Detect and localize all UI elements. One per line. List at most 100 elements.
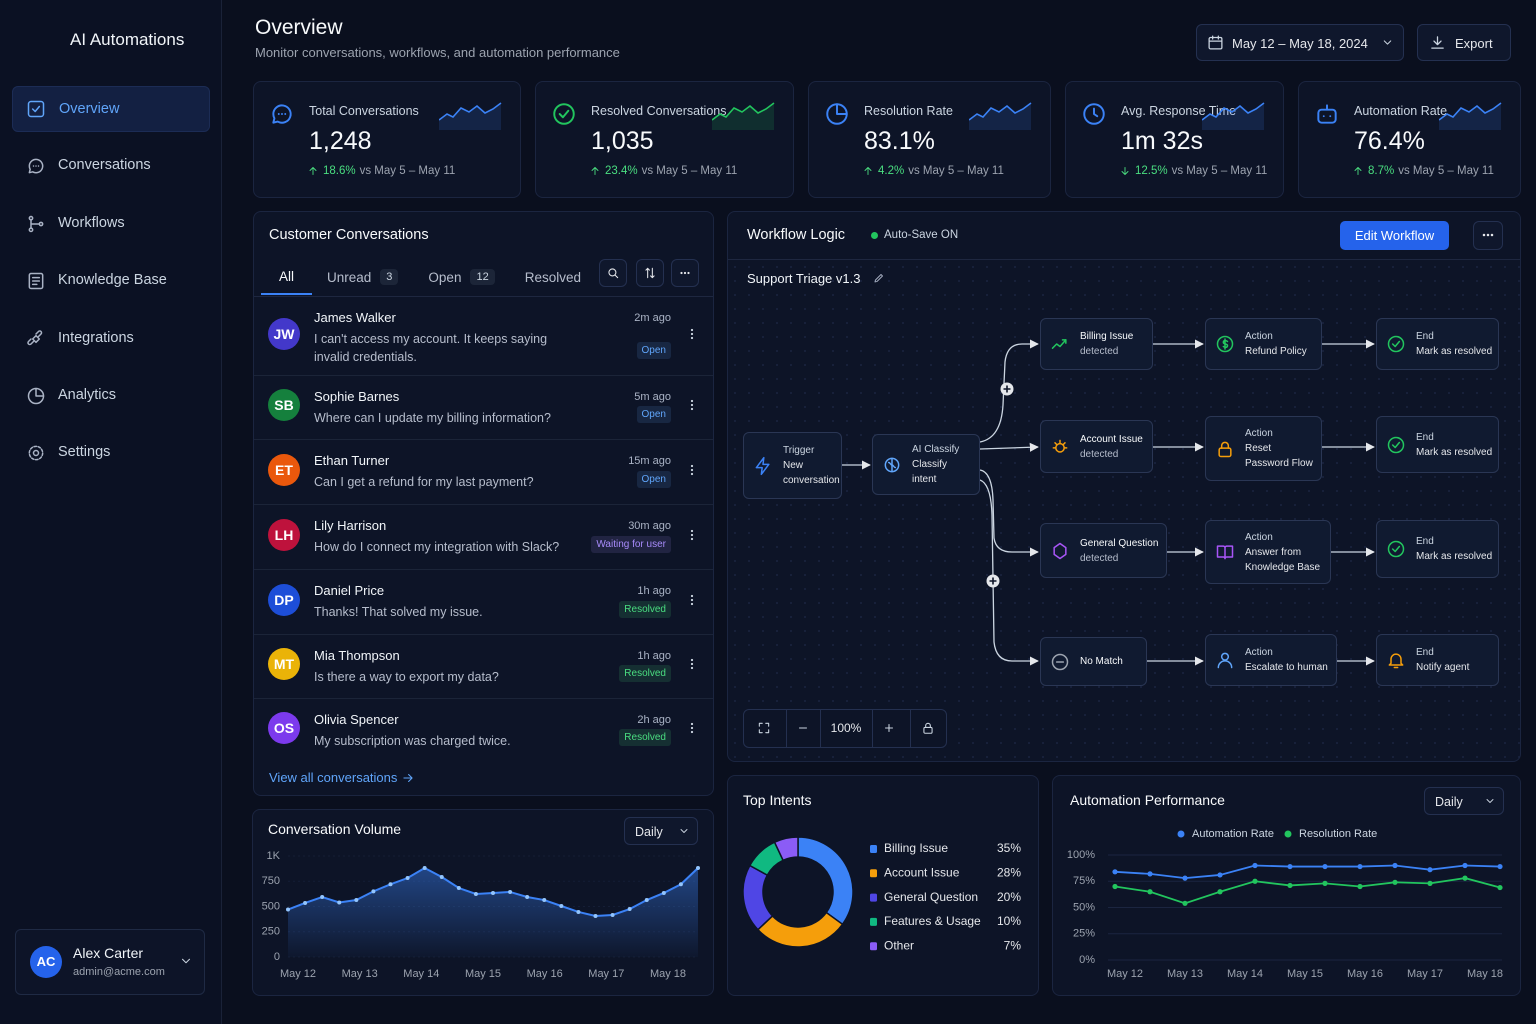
conversation-row[interactable]: SB Sophie Barnes Where can I update my bil… (254, 376, 713, 440)
conversation-row[interactable]: ET Ethan Turner Can I get a refund for my … (254, 440, 713, 505)
nav-item[interactable]: Overview (12, 86, 210, 132)
icon-part (1121, 167, 1129, 175)
user-card[interactable]: AC Alex Carter admin@acme.com (15, 929, 205, 995)
nav-item[interactable]: Settings (12, 430, 210, 476)
icon-part (1216, 335, 1234, 353)
icon-part (558, 109, 570, 119)
workflow-node[interactable]: Action Reset Password Flow (1205, 416, 1322, 481)
date-range: May 12 – May 18, 2024 (1232, 36, 1368, 51)
contact-name: Lily Harrison (314, 518, 387, 533)
kpi-compare: vs May 5 – May 11 (1171, 165, 1268, 177)
kpi-change-row: 18.6% vs May 5 – May 11 (309, 165, 455, 177)
nav-item[interactable]: Integrations (12, 316, 210, 362)
tab-count: 3 (380, 269, 399, 285)
export-button[interactable]: Export (1417, 24, 1511, 61)
icon-part (1051, 339, 1067, 349)
node-label: Escalate to human (1245, 662, 1328, 673)
period-label: Daily (1435, 795, 1463, 809)
page-subtitle: Monitor conversations, workflows, and au… (255, 45, 620, 60)
icon-button[interactable] (671, 259, 699, 287)
icon-part (690, 658, 694, 662)
icon (864, 167, 872, 175)
workflow-node[interactable]: Billing Issue detected (1040, 318, 1153, 370)
node-kicker: End (1416, 647, 1434, 658)
icon-part (1218, 441, 1232, 457)
kpi-card: Resolved Conversations 1,035 23.4% vs May 5… (535, 81, 794, 198)
icon-part (680, 829, 688, 833)
kpi-value: 76.4% (1354, 127, 1425, 155)
user-email: admin@acme.com (73, 966, 165, 978)
conversation-row[interactable]: OS Olivia Spencer My subscription was char… (254, 699, 713, 763)
zoom-divider (786, 710, 787, 747)
icon (28, 445, 44, 461)
message-preview: Can I get a refund for my last payment? (314, 475, 534, 489)
conversation-row[interactable]: MT Mia Thompson Is there a way to export m… (254, 635, 713, 699)
nav-item[interactable]: Workflows (12, 201, 210, 247)
tab[interactable]: Open 12 (413, 259, 509, 295)
tab[interactable]: Resolved (510, 259, 596, 295)
conversation-row[interactable]: DP Daniel Price Thanks! That solved my iss… (254, 570, 713, 635)
icon-part (884, 457, 900, 472)
icon-part (1208, 36, 1223, 50)
edit-workflow-button[interactable]: Edit Workflow (1340, 221, 1449, 250)
workflow-node[interactable]: AI Classify Classify intent (872, 434, 980, 495)
icon-part (1388, 653, 1404, 669)
tab[interactable]: All (261, 259, 313, 295)
icon-part (1216, 545, 1234, 560)
node-label: Account Issue (1080, 433, 1143, 445)
icon-button[interactable] (599, 259, 627, 287)
icon (690, 594, 694, 605)
sparkline (439, 102, 502, 130)
avatar: MT (268, 648, 300, 680)
icon-part (1431, 36, 1444, 49)
kpi-change: 8.7% (1368, 165, 1395, 177)
timestamp: 30m ago (628, 520, 671, 532)
workflow-node[interactable]: End Notify agent (1376, 634, 1499, 686)
workflow-node[interactable]: Account Issue detected (1040, 420, 1153, 473)
kpi-change: 18.6% (323, 165, 356, 177)
node-text: Account Issue detected (1080, 421, 1147, 472)
view-all-link[interactable]: View all conversations (269, 770, 398, 785)
kpi-compare: vs May 5 – May 11 (359, 165, 456, 177)
icon (1052, 439, 1068, 453)
node-text: End Mark as resolved (1416, 319, 1493, 369)
icon (923, 722, 933, 734)
icon-part (1083, 103, 1105, 125)
conversation-row[interactable]: LH Lily Harrison How do I connect my integ… (254, 505, 713, 570)
icon-part (690, 726, 694, 730)
icon-part (1053, 542, 1067, 559)
icon-part (1486, 799, 1494, 803)
contact-name: Mia Thompson (314, 648, 400, 663)
icon (1208, 35, 1223, 50)
icon-part (884, 723, 894, 733)
workflow-node[interactable]: Action Answer from Knowledge Base (1205, 520, 1331, 584)
icon (1387, 436, 1405, 453)
nav-item[interactable]: Analytics (12, 373, 210, 419)
icon-part (755, 456, 770, 475)
icon-part (1208, 35, 1223, 50)
page-title: Overview (255, 16, 343, 39)
workflow-node[interactable]: Trigger New conversation (743, 432, 842, 499)
nav-item[interactable]: Knowledge Base (12, 258, 210, 304)
nav-item[interactable]: Conversations (12, 143, 210, 189)
icon-part (690, 594, 694, 597)
tab[interactable]: Unread 3 (312, 259, 413, 295)
icon-part (712, 103, 774, 130)
workflow-node[interactable]: General Question detected (1040, 523, 1167, 578)
user-name: Alex Carter (73, 945, 144, 961)
icon-part (826, 103, 848, 125)
panel-title: Workflow Logic (747, 227, 846, 243)
icon-part (1317, 108, 1337, 124)
kpi-change-row: 23.4% vs May 5 – May 11 (591, 165, 737, 177)
icon-part (645, 267, 655, 279)
period-dropdown[interactable]: Daily (1424, 787, 1504, 815)
conversation-row[interactable]: JW James Walker I can't access my account.… (254, 297, 713, 376)
icon-part (1482, 233, 1494, 237)
icon-part (1387, 436, 1405, 453)
icon-button[interactable] (636, 259, 664, 287)
date-range-button[interactable]: May 12 – May 18, 2024 (1196, 24, 1404, 61)
icon-part (1053, 542, 1067, 559)
icon-part (28, 159, 44, 174)
